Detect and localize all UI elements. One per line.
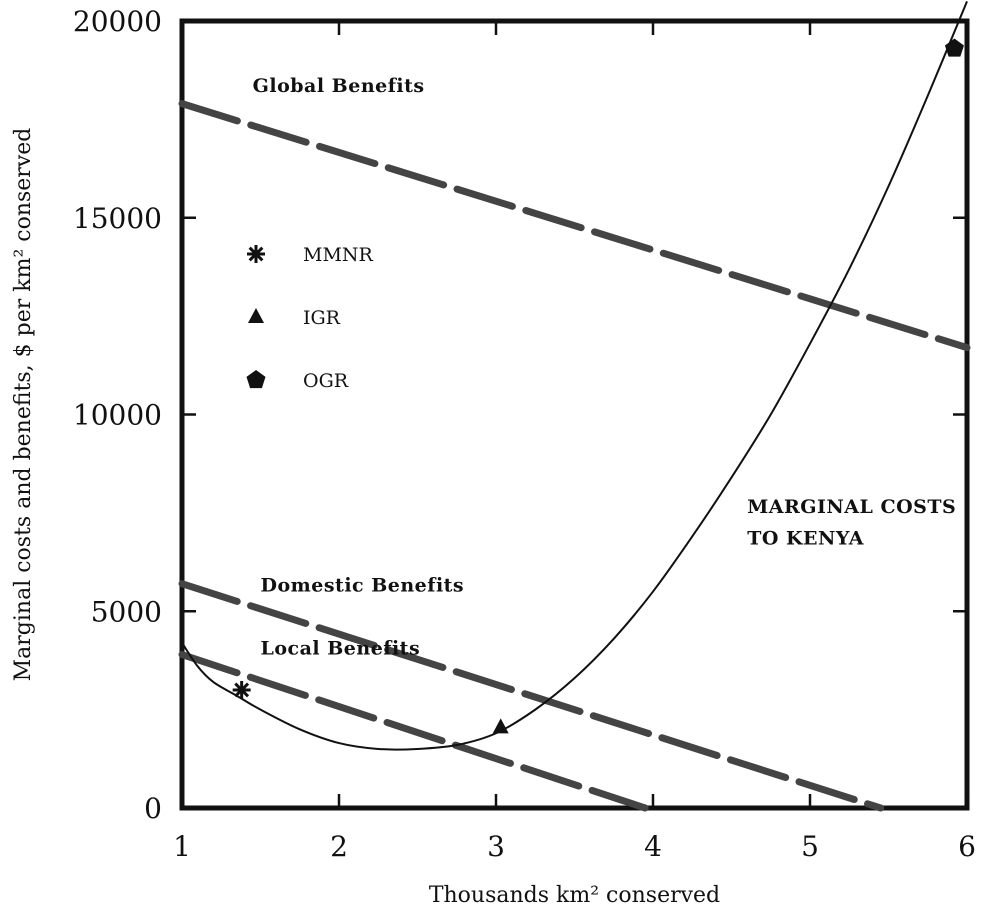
mmnr-point-marker [232, 680, 251, 699]
x-tick-label: 5 [801, 830, 819, 863]
igr-point-marker [492, 718, 509, 734]
mmnr-point-marker-stroke [234, 682, 250, 698]
local-benefits-line [178, 651, 649, 812]
global-benefits-line [178, 100, 971, 352]
legend: MMNR IGR OGR [246, 244, 374, 392]
annotation-to-kenya: TO KENYA [747, 527, 864, 549]
legend-label-igr: IGR [303, 307, 341, 329]
plot-area: 1 2 3 4 5 6 0 5000 10000 15000 20000 MMNR IGR OGR Glob… [73, 0, 976, 863]
x-tick-label: 4 [644, 830, 662, 863]
mmnr-legend-icon-stroke [248, 246, 264, 262]
x-tick-label: 3 [487, 830, 505, 863]
x-axis-label: Thousands km² conserved [429, 883, 720, 908]
annotation-global-benefits: Global Benefits [253, 75, 425, 97]
annotation-local-benefits: Local Benefits [261, 638, 421, 660]
x-tick-label: 2 [330, 830, 348, 863]
y-tick-label: 20000 [73, 5, 162, 38]
y-tick-label: 0 [144, 792, 162, 825]
annotation-marginal-costs: MARGINAL COSTS [747, 496, 956, 518]
x-tick-label: 1 [173, 830, 191, 863]
y-axis-label: Marginal costs and benefits, $ per km² c… [11, 128, 36, 682]
y-tick-label: 10000 [73, 399, 162, 432]
x-tick-label: 6 [958, 830, 976, 863]
marginal-costs-to-kenya-curve [181, 0, 968, 751]
igr-legend-icon [248, 308, 264, 323]
ogr-point-marker [944, 38, 964, 57]
annotation-domestic-benefits: Domestic Benefits [261, 575, 465, 597]
y-tick-label: 5000 [91, 595, 162, 628]
domestic-benefits-line [178, 580, 885, 812]
legend-label-ogr: OGR [303, 370, 349, 392]
legend-label-mmnr: MMNR [303, 244, 374, 266]
y-tick-label: 15000 [73, 202, 162, 235]
ogr-legend-icon [246, 370, 266, 389]
mmnr-legend-icon [247, 245, 265, 263]
